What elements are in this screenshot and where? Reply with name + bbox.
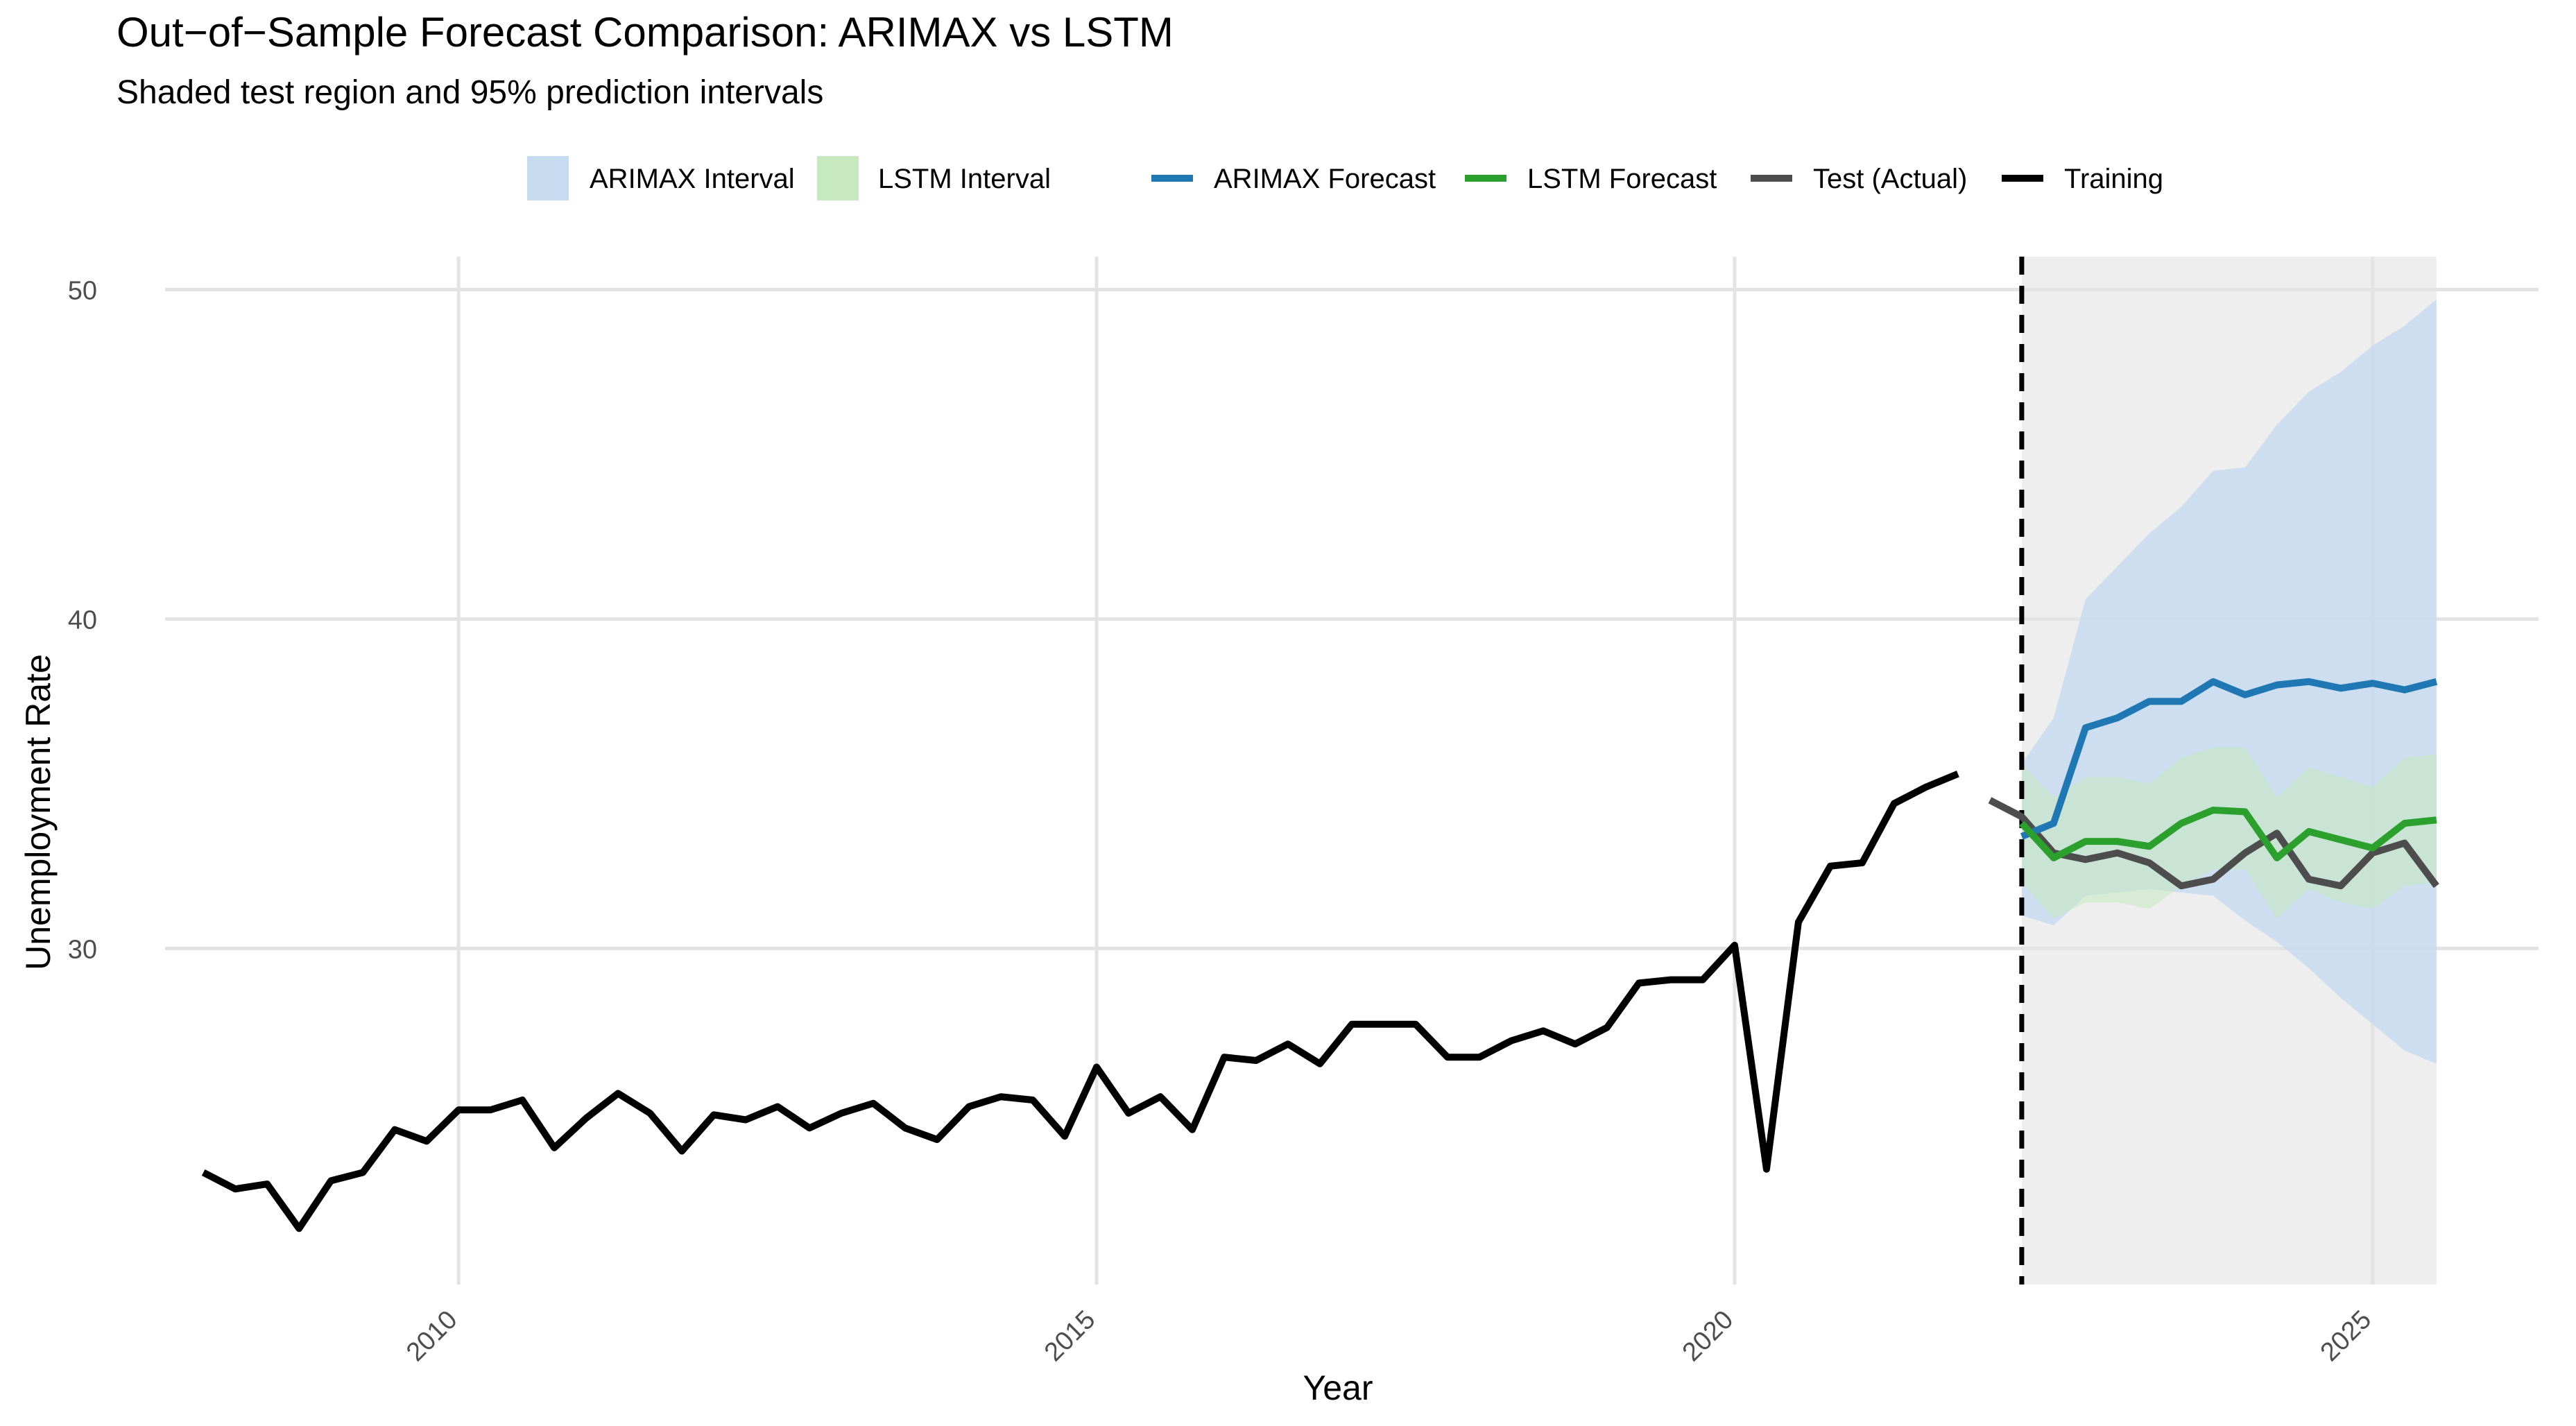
test-actual-legend-label: Test (Actual): [1813, 164, 1967, 194]
x-tick-label: 2015: [1039, 1305, 1101, 1367]
lstm-interval-legend-label: LSTM Interval: [878, 164, 1051, 194]
series-lines: [201, 678, 2439, 1232]
x-tick-label: 2010: [401, 1305, 463, 1367]
y-tick-label: 40: [68, 606, 97, 635]
training-line: [201, 771, 1959, 1232]
lstm-interval-legend-key: [817, 156, 859, 200]
legend: ARIMAX Interval LSTM Interval ARIMAX Forec…: [527, 156, 2163, 200]
interval-bands: [2021, 299, 2437, 1064]
arimax-interval-legend-label: ARIMAX Interval: [590, 164, 795, 194]
x-tick-label: 2025: [2315, 1305, 2377, 1367]
chart-title: Out−of−Sample Forecast Comparison: ARIMA…: [117, 9, 1174, 55]
arimax-forecast-legend-label: ARIMAX Forecast: [1214, 164, 1436, 194]
y-tick-label: 30: [68, 936, 97, 965]
x-axis-label: Year: [1303, 1368, 1373, 1407]
arimax-forecast-line: [2020, 678, 2438, 840]
lstm-forecast-line: [2019, 807, 2437, 861]
lstm-interval-band: [2021, 747, 2437, 919]
arimax-interval-legend-key: [527, 156, 569, 200]
chart-subtitle: Shaded test region and 95% prediction in…: [117, 74, 824, 111]
y-tick-label: 50: [68, 277, 97, 306]
lstm-forecast-legend-label: LSTM Forecast: [1527, 164, 1717, 194]
training-legend-label: Training: [2064, 164, 2163, 194]
y-axis-label: Unemployment Rate: [19, 654, 58, 970]
x-tick-label: 2020: [1677, 1305, 1739, 1367]
